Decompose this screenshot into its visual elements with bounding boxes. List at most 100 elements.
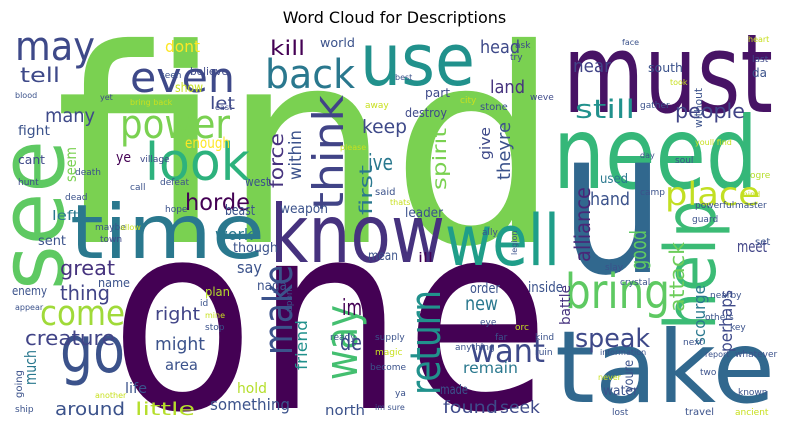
word: come [40,294,125,334]
word: naga [257,279,287,294]
word: ive [368,151,393,176]
cloud-area [10,30,780,420]
word: supply [375,333,405,343]
word: head [480,37,520,58]
word: eye [480,318,497,328]
word: world [320,36,355,50]
word: force [266,133,288,188]
word: beast [225,203,255,219]
word: upon [285,289,295,312]
word: meet [737,237,767,256]
word: say [237,258,262,277]
word: right [155,304,200,325]
word: need [553,95,758,212]
word: u [560,87,665,320]
word: allow [120,223,141,232]
word: key [730,323,746,333]
word: ancient [735,408,769,418]
word: great [60,256,115,280]
word: mean [368,249,398,264]
word: magic [375,348,402,358]
word: ogre [750,171,771,181]
word: see [0,140,85,290]
word: nearby [710,291,742,301]
word: ready [330,333,356,343]
word: show [175,81,203,96]
word: ship [15,405,34,415]
word: orc [515,323,529,333]
word: camp [640,188,665,198]
word: bring [565,264,670,320]
word: north [325,403,365,419]
word: de [340,331,362,356]
word: please [340,143,366,152]
word: first [356,165,377,215]
word: little [135,399,195,420]
word: enemy [12,284,47,298]
word: ruin [535,348,553,358]
word: set [755,237,770,248]
word: time [70,188,265,276]
word: land [490,77,525,98]
word: become [370,363,406,373]
word: think [304,94,353,210]
word: information [600,348,646,357]
word: mine [205,311,225,320]
word: master [735,201,767,211]
word: try [510,53,523,63]
word: weapon [280,202,328,217]
word: east [215,103,232,112]
word: ask [515,41,531,51]
word: ya [395,389,406,399]
word: kill [270,36,305,60]
word: hope [165,205,188,215]
word: stone [480,102,508,113]
word: look [145,133,250,193]
word: much [21,350,40,385]
word: travel [685,407,714,418]
word: theyre [494,122,515,180]
word: another [95,391,127,400]
word: give [478,127,494,160]
word: youre [622,360,637,392]
word: id [200,299,208,309]
word: last [752,55,769,65]
word: make [256,265,302,355]
word: power [120,102,230,148]
word: seen [160,71,181,81]
word: gather [640,101,670,111]
word: youll find [695,138,732,147]
word: two [700,368,717,378]
word: even [130,53,235,102]
word: destroy [405,106,447,120]
word: others [705,313,734,323]
word: dead [65,193,87,203]
word: part [425,86,450,100]
word: next [683,338,703,348]
word: attack [665,242,689,312]
word: scourge [690,285,709,345]
word: stop [205,323,225,333]
word: seem [62,147,80,182]
word: tell [20,63,60,87]
word: used [600,172,628,187]
word: weve [530,93,554,103]
word: face [622,38,639,47]
word: sent [38,234,66,249]
word: go [60,313,125,388]
word: town [100,235,122,245]
word: ill [418,251,433,266]
word: powerful [695,201,734,211]
word: know [270,188,445,281]
word: seek [500,398,540,418]
word: plan [205,285,230,299]
word: something [210,395,290,414]
word: place [665,175,760,213]
word: horde [185,190,250,216]
word: bring back [130,98,173,107]
word: day [640,151,655,160]
word: thats [390,198,410,207]
word: spirit [429,128,451,190]
word: creature [25,326,115,350]
